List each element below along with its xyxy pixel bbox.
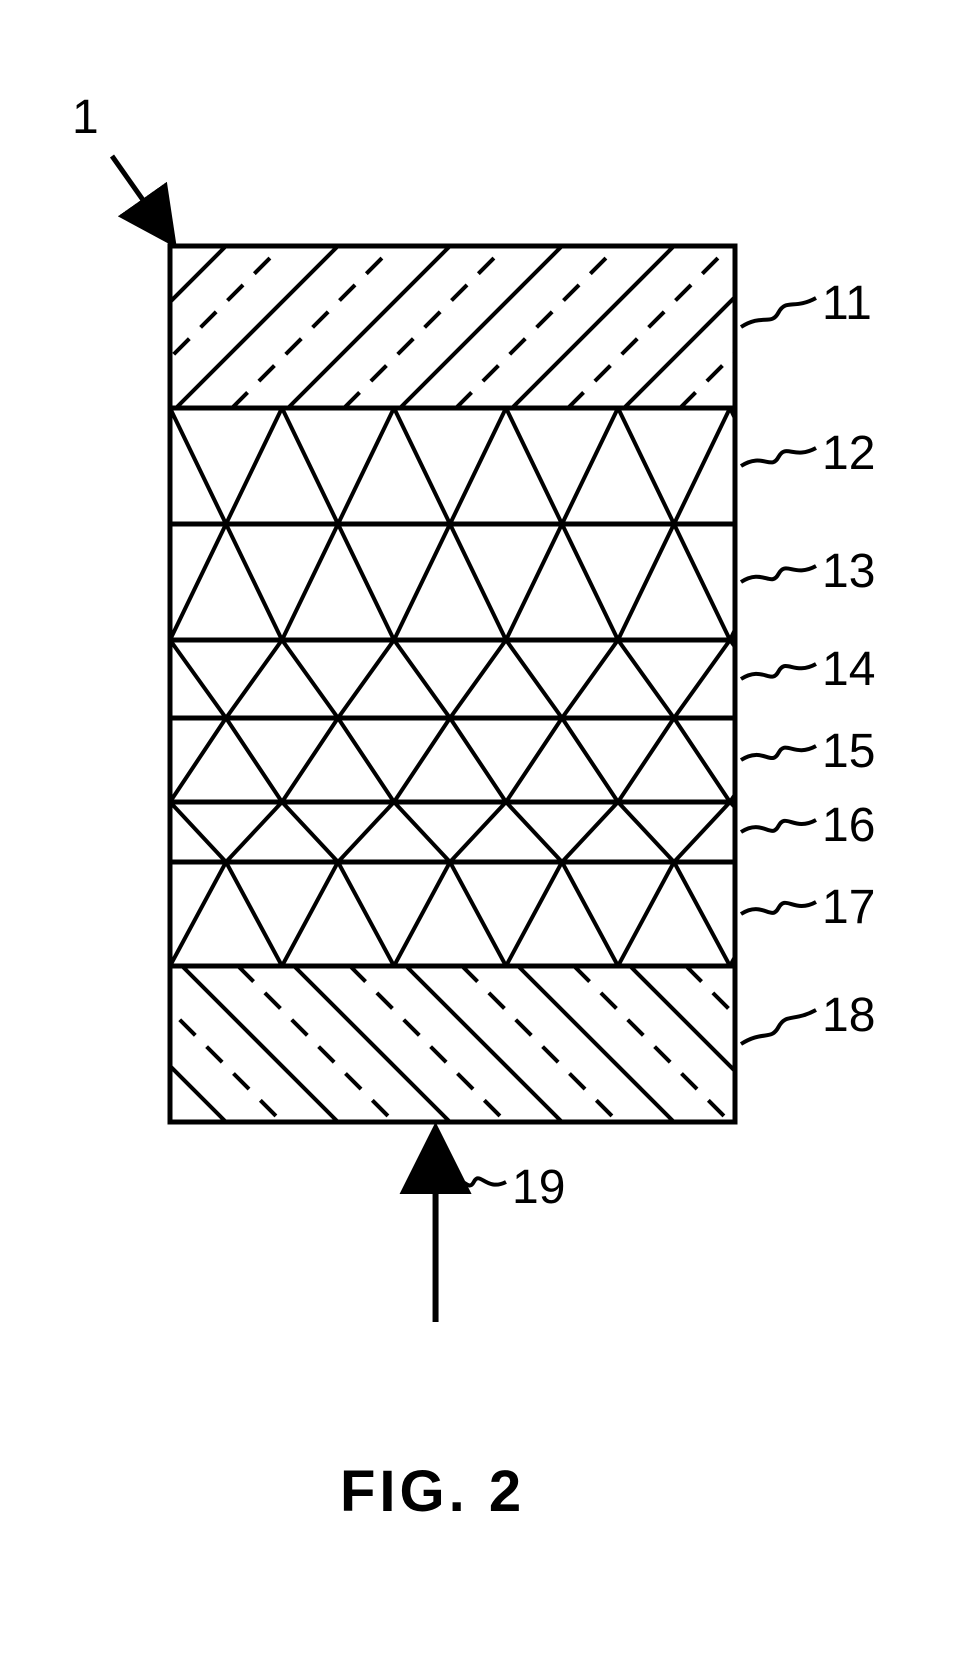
layer-label-12: 12 (822, 426, 875, 481)
figure-svg (0, 0, 962, 1678)
arrow-label-19: 19 (512, 1160, 565, 1215)
layer-label-15: 15 (822, 724, 875, 779)
figure-caption: FIG. 2 (340, 1458, 525, 1525)
layer-label-18: 18 (822, 988, 875, 1043)
layer-label-16: 16 (822, 798, 875, 853)
layer-label-17: 17 (822, 880, 875, 935)
layer-label-11: 11 (822, 276, 872, 331)
layer-label-14: 14 (822, 642, 875, 697)
stack-label: 1 (72, 90, 99, 145)
layer-label-13: 13 (822, 544, 875, 599)
figure-container: 1 11 12 13 14 15 16 17 18 19 FIG. 2 (0, 0, 962, 1678)
